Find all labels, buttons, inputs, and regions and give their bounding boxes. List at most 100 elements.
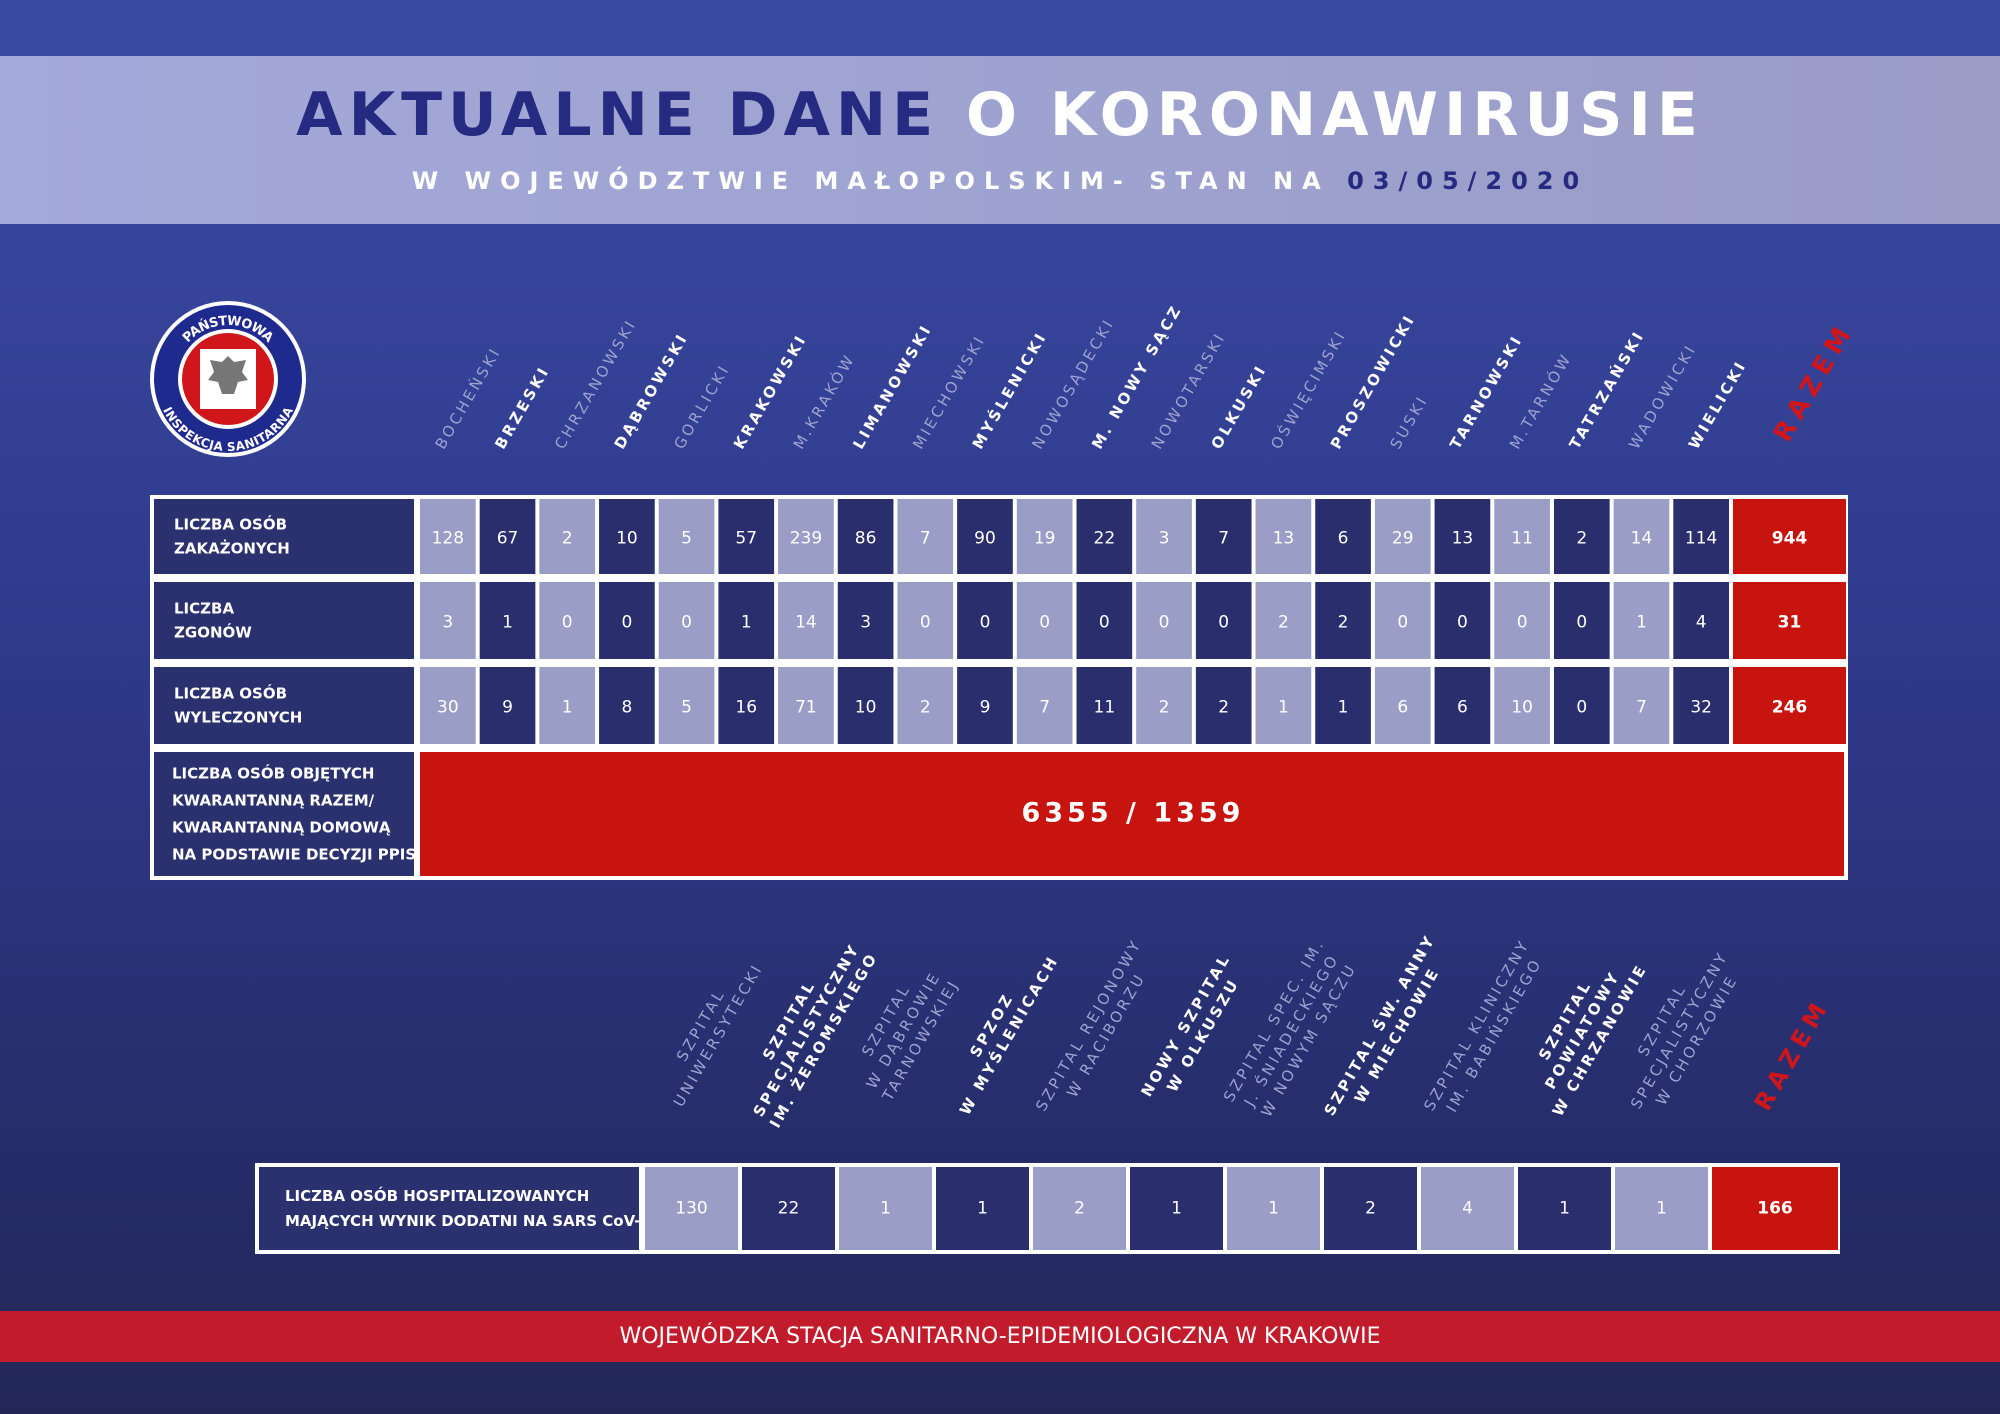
- cell: [778, 499, 834, 574]
- cell-value: 239: [790, 529, 822, 549]
- cell: [1076, 667, 1133, 744]
- cell-value: 57: [735, 529, 757, 549]
- cell: [837, 499, 894, 574]
- cell: [1673, 499, 1729, 574]
- cell: [1733, 582, 1846, 659]
- cell: [1255, 667, 1312, 744]
- cell: [658, 499, 715, 574]
- row-label: LICZBA OSÓB HOSPITALIZOWANYCH MAJĄCYCH WY…: [285, 1186, 651, 1230]
- cell-value: 0: [1039, 613, 1050, 633]
- cell: [479, 582, 536, 659]
- label-line: LICZBA OSÓB HOSPITALIZOWANYCH: [285, 1186, 589, 1205]
- cell: [718, 499, 775, 574]
- cell-value: 5: [681, 698, 692, 718]
- cell-value: 6: [1457, 698, 1468, 718]
- cell-value: 10: [855, 698, 877, 718]
- cell: [837, 667, 894, 744]
- cell-value: 1: [502, 613, 513, 633]
- cell-value: 19: [1034, 529, 1056, 549]
- cell: [1374, 667, 1431, 744]
- cell-value: 29: [1392, 529, 1414, 549]
- cell: [658, 667, 715, 744]
- cell-value: 2: [1218, 698, 1229, 718]
- cell: [599, 499, 655, 574]
- cell: [936, 1167, 1029, 1250]
- cell: [897, 499, 954, 574]
- cell-value: 11: [1511, 529, 1533, 549]
- cell: [1076, 582, 1133, 659]
- subtitle-date: 03/05/2020: [1347, 167, 1588, 195]
- cell-value: 1: [977, 1199, 988, 1219]
- cell: [778, 667, 834, 744]
- cell-value: 10: [1511, 698, 1533, 718]
- row-label: LICZBA OSÓB ZAKAŻONYCH: [174, 514, 290, 557]
- cell: [742, 1167, 835, 1250]
- cell: [1553, 582, 1610, 659]
- cell-value: 1: [1636, 613, 1647, 633]
- cell: [1434, 667, 1491, 744]
- cell: [1494, 582, 1550, 659]
- label-line: LICZBA: [174, 599, 234, 617]
- cell: [1255, 499, 1312, 574]
- cell-value: 0: [1517, 613, 1528, 633]
- cell-value: 90: [974, 529, 996, 549]
- cell: [1315, 582, 1371, 659]
- cell-value: 166: [1757, 1199, 1793, 1219]
- cell-value: 0: [1457, 613, 1468, 633]
- cell: [1733, 667, 1846, 744]
- header-band: [0, 56, 2000, 224]
- cell-value: 0: [1159, 613, 1170, 633]
- cell-value: 3: [1159, 529, 1170, 549]
- subtitle: W WOJEWÓDZTWIE MAŁOPOLSKIM- STAN NA 03/0…: [412, 165, 1588, 195]
- cell: [1421, 1167, 1514, 1250]
- cell: [1016, 499, 1073, 574]
- cell: [1016, 667, 1073, 744]
- cell: [837, 582, 894, 659]
- cell-value: 2: [1576, 529, 1587, 549]
- cell: [420, 499, 476, 574]
- row-label-cell: [154, 667, 414, 744]
- cell-value: 8: [621, 698, 632, 718]
- cell-value: 0: [1397, 613, 1408, 633]
- cell-value: 0: [1576, 613, 1587, 633]
- footer-band: [0, 1311, 2000, 1362]
- cell: [658, 582, 715, 659]
- cell: [1136, 582, 1192, 659]
- cell: [1613, 667, 1670, 744]
- row-label: LICZBA ZGONÓW: [174, 599, 252, 641]
- logo: PAŃSTWOWA INSPEKCJA SANITARNA: [150, 301, 306, 457]
- cell-value: 1: [1656, 1199, 1667, 1219]
- cell-value: 6: [1338, 529, 1349, 549]
- row-label-cell: [259, 1167, 639, 1250]
- cell-value: 22: [1094, 529, 1116, 549]
- cell-value: 944: [1772, 529, 1808, 549]
- cell: [718, 667, 775, 744]
- cell: [957, 667, 1013, 744]
- cell: [1195, 499, 1252, 574]
- label-line: ZGONÓW: [174, 622, 252, 641]
- cell: [1553, 667, 1610, 744]
- cell-value: 0: [1576, 698, 1587, 718]
- cell-value: 130: [675, 1199, 707, 1219]
- cell: [957, 499, 1013, 574]
- cell: [839, 1167, 932, 1250]
- cell-value: 3: [442, 613, 453, 633]
- row-label-cell: [154, 752, 414, 876]
- cell: [778, 582, 834, 659]
- cell-value: 4: [1696, 613, 1707, 633]
- cell: [1227, 1167, 1320, 1250]
- label-line: KWARANTANNĄ RAZEM/: [172, 791, 375, 809]
- cell: [1195, 667, 1252, 744]
- cell: [539, 499, 596, 574]
- cell: [957, 582, 1013, 659]
- cell-value: 0: [1099, 613, 1110, 633]
- cell: [479, 499, 536, 574]
- cell-value: 1: [741, 613, 752, 633]
- cell: [1613, 582, 1670, 659]
- cell: [1324, 1167, 1417, 1250]
- cell-value: 14: [795, 613, 817, 633]
- cell: [1553, 499, 1610, 574]
- cell: [1434, 582, 1491, 659]
- cell-value: 1: [1278, 698, 1289, 718]
